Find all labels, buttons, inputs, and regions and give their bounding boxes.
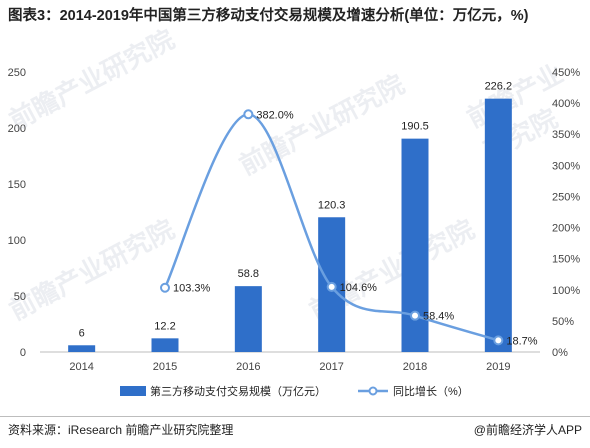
x-tick-label: 2014 bbox=[69, 361, 93, 373]
y-tick-label: 100 bbox=[8, 235, 26, 247]
y-tick-label: 150 bbox=[8, 179, 26, 191]
line-data-label: 382.0% bbox=[256, 109, 294, 121]
combo-chart: 0 50 100 150 200 250 0% 50% 100% 150% 200% 250% 300%… bbox=[8, 67, 581, 398]
line-point bbox=[160, 282, 170, 293]
x-tick-label: 2019 bbox=[486, 361, 510, 373]
y-tick-label: 50 bbox=[14, 291, 26, 303]
y2-tick-label: 100% bbox=[552, 285, 580, 297]
y-tick-label: 200 bbox=[8, 123, 26, 135]
y2-tick-label: 250% bbox=[552, 191, 580, 203]
bar-data-label: 190.5 bbox=[401, 121, 429, 133]
bar bbox=[484, 98, 512, 352]
y-tick-label: 0 bbox=[20, 347, 26, 359]
brand-credit: @前瞻经济学人APP bbox=[473, 423, 582, 437]
y2-tick-label: 200% bbox=[552, 223, 580, 235]
line-data-label: 104.6% bbox=[340, 282, 378, 294]
line-point bbox=[493, 335, 504, 346]
y2-tick-label: 400% bbox=[552, 98, 580, 110]
chart-title: 图表3：2014-2019年中国第三方移动支付交易规模及增速分析(单位：万亿元，… bbox=[8, 8, 529, 24]
y2-tick-label: 300% bbox=[552, 160, 580, 172]
source-note: 资料来源：iResearch 前瞻产业研究院整理 bbox=[8, 423, 234, 437]
line-data-label: 18.7% bbox=[506, 335, 537, 347]
legend-swatch-bar bbox=[120, 386, 146, 396]
bar-data-label: 120.3 bbox=[318, 199, 346, 211]
y2-tick-label: 150% bbox=[552, 254, 580, 266]
bar-data-label: 6 bbox=[79, 327, 85, 339]
growth-line bbox=[163, 113, 499, 342]
bar-data-label: 58.8 bbox=[238, 268, 259, 280]
x-tick-label: 2018 bbox=[403, 361, 427, 373]
line-point bbox=[326, 281, 337, 292]
legend-label-bar: 第三方移动支付交易规模（万亿元） bbox=[150, 384, 326, 398]
x-tick-label: 2015 bbox=[153, 361, 177, 373]
legend-label-line: 同比增长（%） bbox=[393, 384, 469, 398]
bar bbox=[234, 286, 262, 352]
y2-tick-label: 350% bbox=[552, 129, 580, 141]
line-data-label: 58.4% bbox=[423, 311, 454, 323]
y-tick-label: 250 bbox=[8, 67, 26, 79]
x-tick-label: 2016 bbox=[236, 361, 260, 373]
bar bbox=[68, 345, 96, 352]
y2-tick-label: 50% bbox=[552, 316, 574, 328]
bar-data-label: 226.2 bbox=[485, 81, 513, 93]
bar bbox=[151, 338, 179, 352]
line-point bbox=[243, 109, 254, 120]
line-data-label: 103.3% bbox=[173, 283, 211, 295]
footer-divider bbox=[0, 416, 590, 417]
line-point bbox=[410, 310, 420, 321]
bar-data-label: 12.2 bbox=[154, 320, 175, 332]
x-tick-label: 2017 bbox=[319, 361, 343, 373]
y2-tick-label: 450% bbox=[552, 67, 580, 79]
y2-tick-label: 0% bbox=[552, 347, 568, 359]
legend-marker-line bbox=[368, 386, 378, 396]
